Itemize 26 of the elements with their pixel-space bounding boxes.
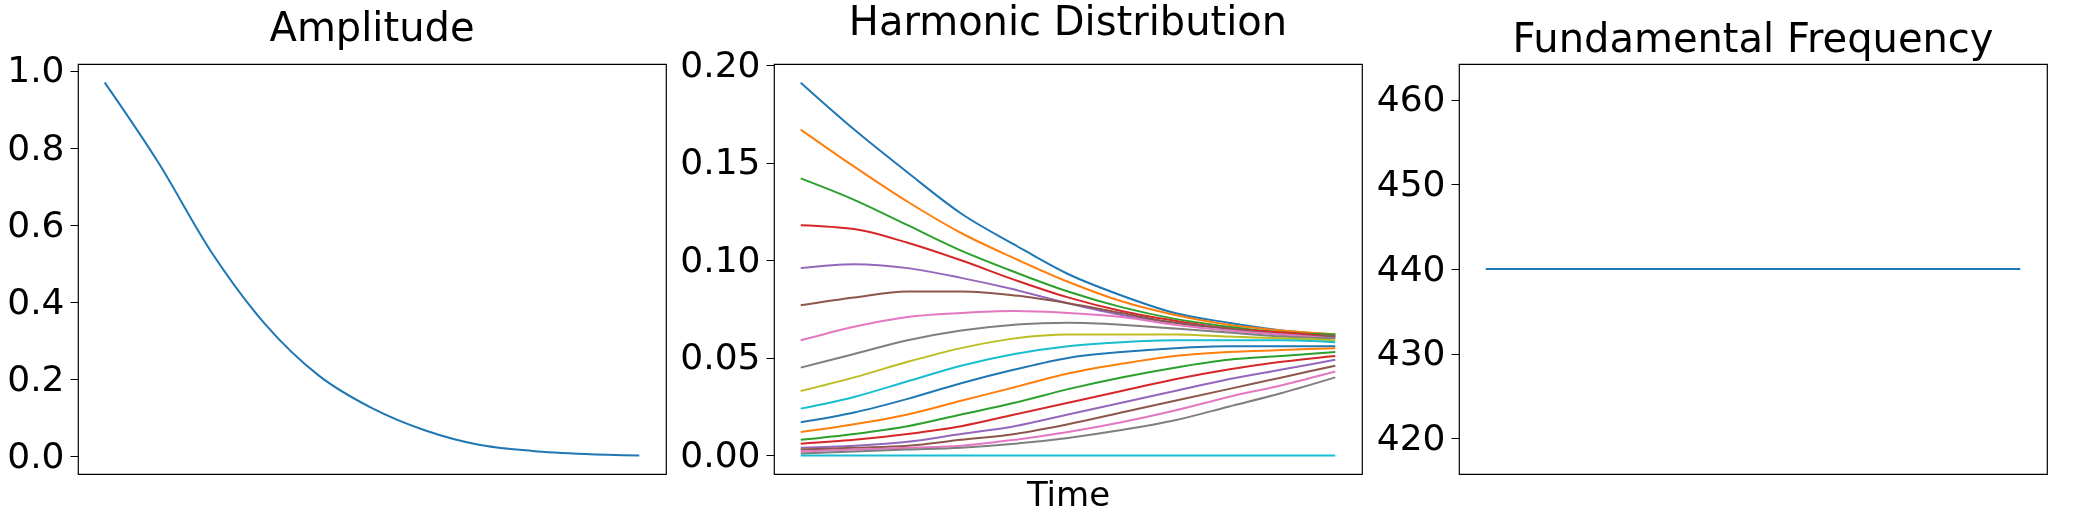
y-tick-label: 0.2 [7, 357, 65, 399]
chart-title: Amplitude [269, 3, 475, 50]
y-tick-label: 1.0 [7, 49, 65, 91]
x-axis-title: Time [1025, 473, 1111, 514]
chart-title: Fundamental Frequency [1512, 15, 1994, 61]
y-tick-label: 0.8 [7, 126, 65, 168]
y-tick-label: 420 [1376, 416, 1446, 458]
line-series [799, 321, 1337, 369]
line-series [799, 339, 1337, 410]
y-tick-label: 430 [1376, 332, 1446, 374]
line-series [103, 81, 641, 457]
y-tick-label: 450 [1376, 162, 1446, 204]
line-series [799, 290, 1337, 338]
y-tick-label: 0.10 [680, 238, 761, 280]
y-tick-label: 0.6 [7, 203, 65, 245]
y-tick-label: 0.20 [680, 43, 761, 85]
y-tick-label: 460 [1376, 78, 1446, 120]
y-tick-label: 0.00 [680, 433, 761, 475]
y-tick-label: 0.0 [7, 434, 65, 476]
line-series [799, 333, 1337, 393]
y-tick-label: 0.15 [680, 141, 761, 183]
y-tick-label: 0.4 [7, 280, 65, 322]
chart-title: Harmonic Distribution [848, 0, 1288, 45]
line-series [799, 177, 1337, 336]
y-tick-label: 0.05 [680, 336, 761, 378]
y-tick-label: 440 [1376, 247, 1446, 289]
